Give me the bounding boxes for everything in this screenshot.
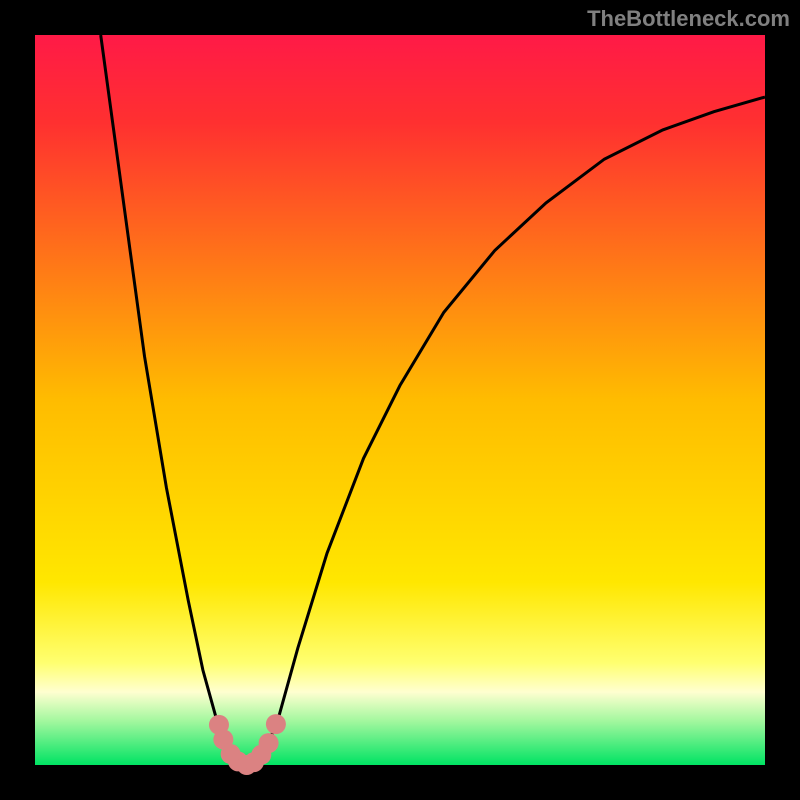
- chart-container: TheBottleneck.com: [0, 0, 800, 800]
- plot-background: [35, 35, 765, 765]
- bottleneck-chart: [0, 0, 800, 800]
- measured-marker: [259, 733, 279, 753]
- measured-marker: [266, 714, 286, 734]
